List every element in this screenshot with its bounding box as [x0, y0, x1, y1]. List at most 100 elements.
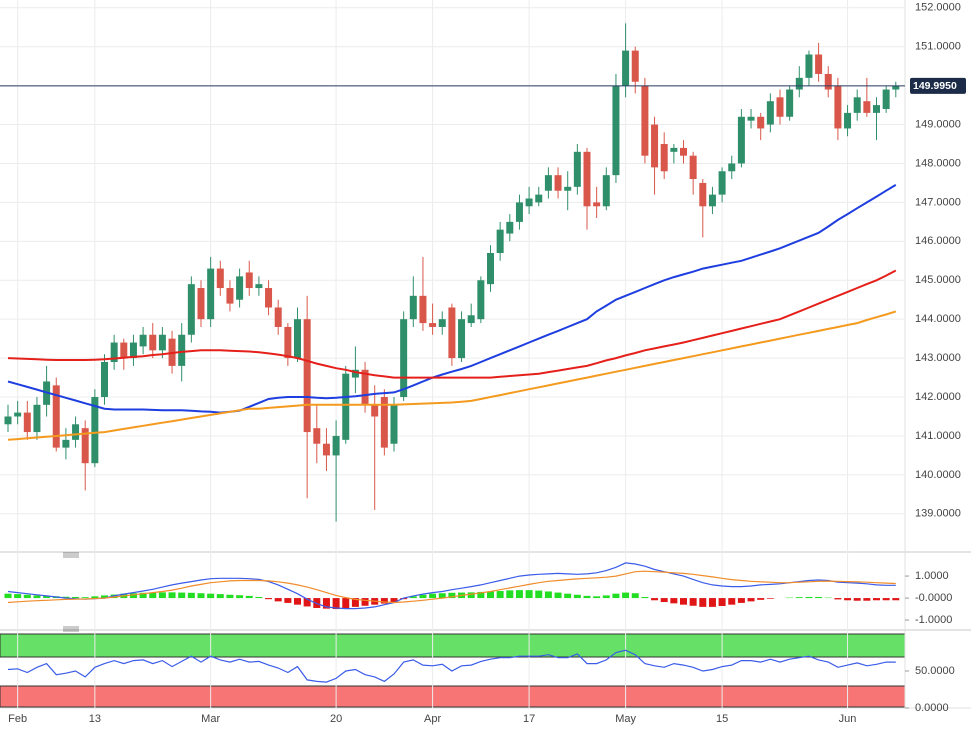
candle-body — [670, 147, 678, 152]
candle-body — [728, 163, 736, 172]
x-tick-label: Mar — [201, 713, 220, 725]
histogram-bar — [361, 598, 369, 606]
histogram-bar — [14, 594, 22, 599]
candle-body — [641, 85, 649, 156]
candle-body — [149, 334, 157, 351]
candle-body — [699, 182, 707, 207]
histogram-bar — [564, 593, 572, 599]
candle-body — [178, 334, 186, 366]
candle-body — [342, 373, 350, 440]
histogram-bar — [226, 594, 234, 599]
candle-body — [400, 319, 408, 398]
candle-body — [62, 439, 70, 448]
histogram-bar — [91, 596, 99, 599]
histogram-bar — [718, 598, 726, 606]
histogram-bar — [448, 592, 456, 599]
histogram-bar — [544, 591, 552, 599]
histogram-bar — [737, 598, 745, 603]
candle-body — [554, 175, 562, 191]
histogram-bar — [496, 591, 504, 599]
y-tick-label: 151.0000 — [915, 41, 961, 53]
histogram-bar — [728, 598, 736, 605]
histogram-bar — [506, 590, 514, 599]
candle-body — [815, 54, 823, 74]
y-tick-label: 144.0000 — [915, 313, 961, 325]
candle-body — [458, 319, 466, 359]
histogram-bar — [882, 598, 890, 601]
last-price-box — [910, 77, 966, 94]
candle-body — [371, 404, 379, 417]
histogram-bar — [178, 592, 186, 599]
histogram-bar — [197, 593, 205, 599]
y-tick-label: 147.0000 — [915, 196, 961, 208]
histogram-bar — [342, 598, 350, 609]
overbought-zone — [0, 633, 906, 658]
histogram-bar — [284, 598, 292, 603]
histogram-bar — [651, 598, 659, 601]
candle-body — [52, 385, 60, 448]
histogram-bar — [487, 591, 494, 599]
candle-body — [120, 342, 128, 359]
candle-body — [593, 202, 601, 207]
x-tick-label: 13 — [89, 713, 101, 725]
candle-body — [207, 268, 215, 320]
y-tick-label: 146.0000 — [915, 235, 961, 247]
candle-body — [91, 397, 99, 464]
candle-body — [602, 175, 610, 207]
candle-body — [236, 276, 244, 300]
y-tick-label: 50.0000 — [915, 665, 955, 677]
histogram-bar — [525, 590, 533, 599]
y-tick-label: 149.0000 — [915, 118, 961, 130]
x-tick-label: May — [615, 713, 636, 725]
histogram-bar — [766, 598, 774, 599]
histogram-bar — [631, 593, 639, 599]
x-tick-label: 20 — [330, 713, 342, 725]
y-tick-label: 152.0000 — [915, 2, 961, 14]
candle-body — [409, 295, 417, 320]
candle-body — [718, 171, 726, 195]
y-tick-label: 140.0000 — [915, 469, 961, 481]
candle-body — [737, 116, 745, 164]
candle-body — [438, 319, 446, 327]
candle-body — [882, 89, 890, 109]
candle-body — [525, 198, 533, 207]
histogram-bar — [747, 598, 755, 602]
histogram-bar — [515, 590, 523, 599]
histogram-bar — [708, 598, 716, 607]
candle-body — [863, 101, 871, 113]
candle-body — [429, 323, 437, 327]
resize-grip[interactable] — [63, 626, 79, 632]
indicator-line — [7, 649, 896, 683]
candle-body — [805, 54, 813, 78]
candle-body — [477, 280, 485, 320]
candle-body — [265, 288, 273, 308]
marks — [0, 23, 905, 683]
oversold-zone — [0, 685, 906, 708]
resize-grip[interactable] — [63, 552, 79, 558]
histogram-bar — [33, 595, 41, 599]
histogram-bar — [390, 598, 398, 603]
candle-body — [853, 97, 861, 113]
histogram-bar — [892, 598, 900, 601]
histogram-bar — [129, 593, 137, 599]
histogram-bar — [660, 598, 668, 603]
candle-body — [226, 288, 234, 304]
candle-body — [487, 253, 494, 285]
candle-body — [757, 116, 765, 129]
candle-body — [380, 397, 388, 448]
histogram-bar — [380, 598, 388, 604]
candle-body — [158, 334, 166, 351]
y-tick-label: 148.0000 — [915, 157, 961, 169]
y-tick-label: 0.0000 — [915, 702, 949, 714]
candle-body — [129, 342, 137, 359]
histogram-bar — [101, 595, 108, 599]
histogram-bar — [409, 596, 417, 599]
histogram-bar — [863, 598, 871, 601]
histogram-bar — [62, 596, 70, 599]
histogram-bar — [419, 594, 427, 599]
histogram-bar — [158, 592, 166, 599]
candle-body — [33, 404, 41, 433]
histogram-bar — [680, 598, 687, 605]
y-tick-label: -0.0000 — [915, 592, 952, 604]
